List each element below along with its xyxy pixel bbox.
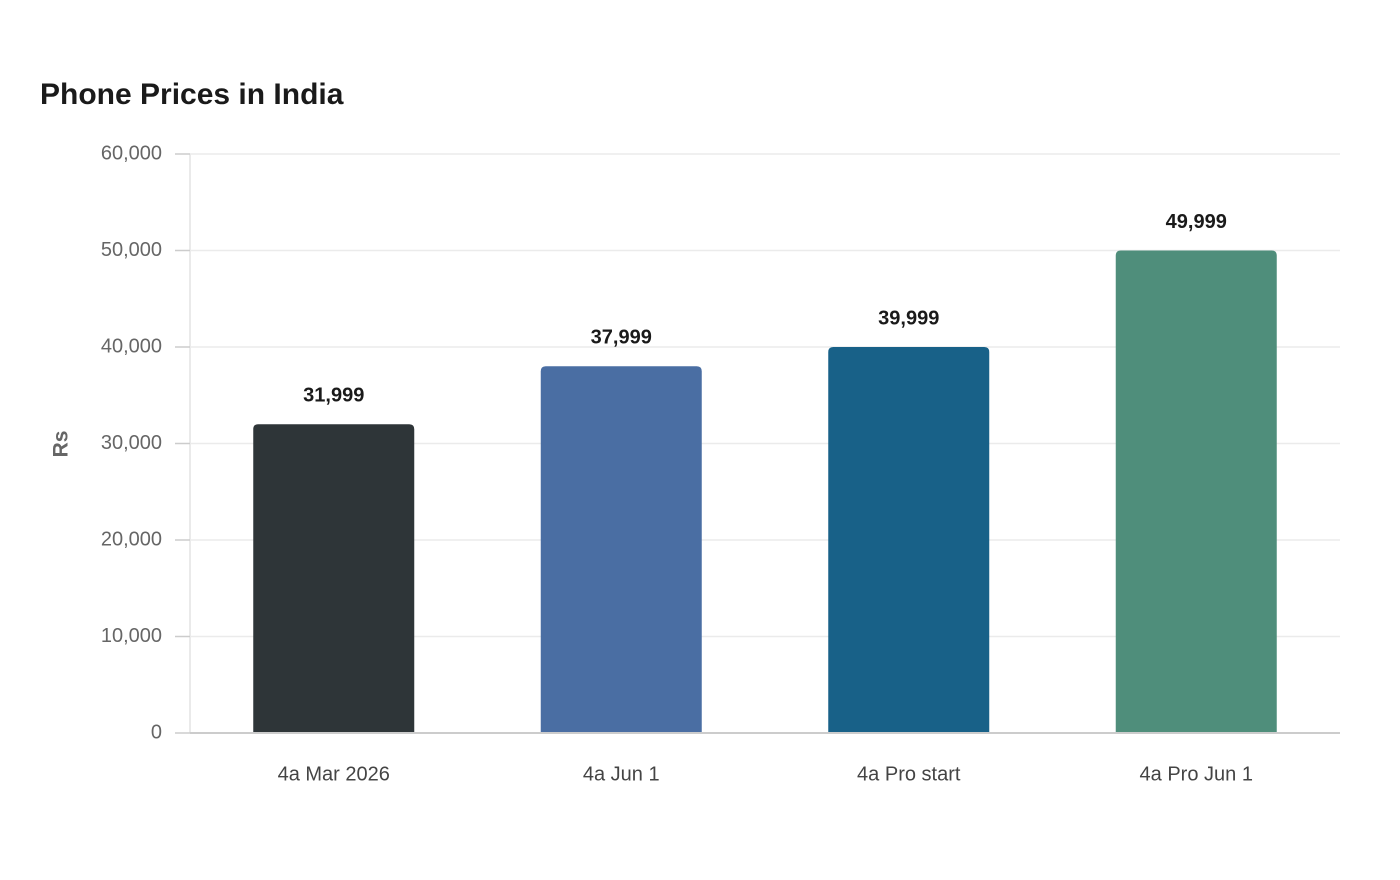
x-tick-label: 4a Jun 1 (583, 763, 660, 785)
value-label: 49,999 (1166, 211, 1227, 233)
y-tick-label: 20,000 (101, 528, 162, 550)
x-tick-label: 4a Mar 2026 (278, 763, 390, 785)
bar (253, 424, 415, 733)
y-tick-label: 40,000 (101, 335, 162, 357)
value-label: 37,999 (591, 327, 652, 349)
y-axis-label: Rs (50, 431, 73, 458)
y-tick-label: 50,000 (101, 239, 162, 261)
y-tick-label: 60,000 (101, 142, 162, 164)
y-tick-label: 10,000 (101, 625, 162, 647)
x-tick-label: 4a Pro start (857, 763, 961, 785)
bar (540, 366, 702, 733)
chart-title: Phone Prices in India (40, 78, 344, 111)
y-tick-label: 30,000 (101, 432, 162, 454)
value-label: 31,999 (303, 384, 364, 406)
x-tick-label: 4a Pro Jun 1 (1140, 763, 1253, 785)
value-label: 39,999 (878, 307, 939, 329)
bar (1115, 250, 1277, 733)
bar (828, 347, 990, 733)
y-tick-label: 0 (151, 721, 162, 743)
